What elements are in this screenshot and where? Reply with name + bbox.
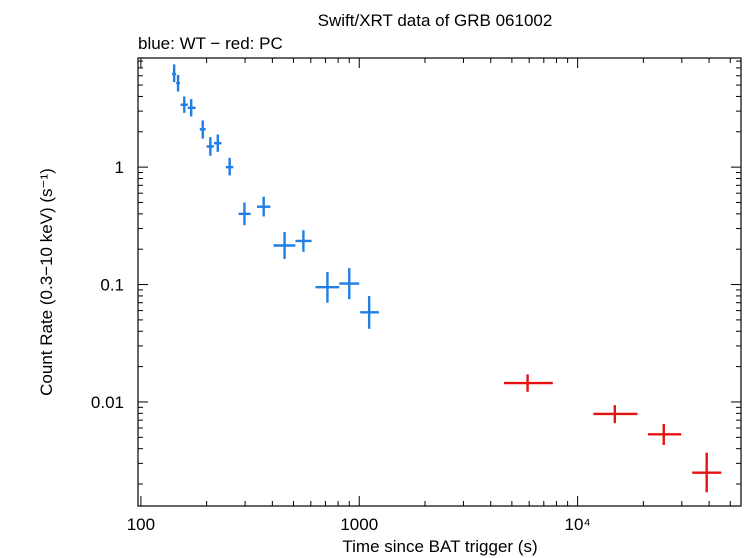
data-point [213, 134, 222, 152]
data-point [256, 196, 271, 217]
data-point [295, 230, 312, 252]
data-point [273, 232, 296, 260]
data-point [172, 64, 177, 83]
y-axis-ticks [138, 60, 741, 485]
data-series [172, 64, 722, 493]
data-point [225, 157, 234, 176]
data-point [180, 96, 188, 113]
x-axis-ticks [140, 58, 731, 506]
data-point [187, 99, 196, 117]
plot-frame [137, 57, 742, 507]
x-axis-label: Time since BAT trigger (s) [342, 537, 537, 556]
y-axis-label: Count Rate (0.3−10 keV) (s⁻¹) [37, 168, 56, 396]
chart-title: Swift/XRT data of GRB 061002 [318, 11, 553, 30]
x-tick-label: 10⁴ [565, 515, 591, 534]
y-tick-label: 1 [115, 158, 124, 177]
data-point [503, 374, 553, 392]
data-point [339, 268, 360, 300]
y-tick-label: 0.1 [100, 276, 124, 295]
data-point [238, 202, 251, 226]
data-point [360, 295, 379, 329]
series-pc [503, 374, 722, 493]
x-axis-tick-labels: 100 1000 10⁴ [127, 515, 591, 534]
data-point [692, 452, 722, 493]
y-axis-tick-labels: 1 0.1 0.01 [91, 158, 124, 412]
series-wt [172, 64, 379, 329]
y-tick-label: 0.01 [91, 393, 124, 412]
data-point [647, 423, 682, 445]
data-point [206, 137, 214, 156]
data-point [176, 74, 180, 92]
x-tick-label: 1000 [340, 515, 378, 534]
chart-subtitle: blue: WT − red: PC [138, 34, 283, 53]
data-point [593, 405, 638, 424]
data-point [199, 120, 206, 139]
data-point [315, 271, 340, 303]
x-tick-label: 100 [127, 515, 155, 534]
